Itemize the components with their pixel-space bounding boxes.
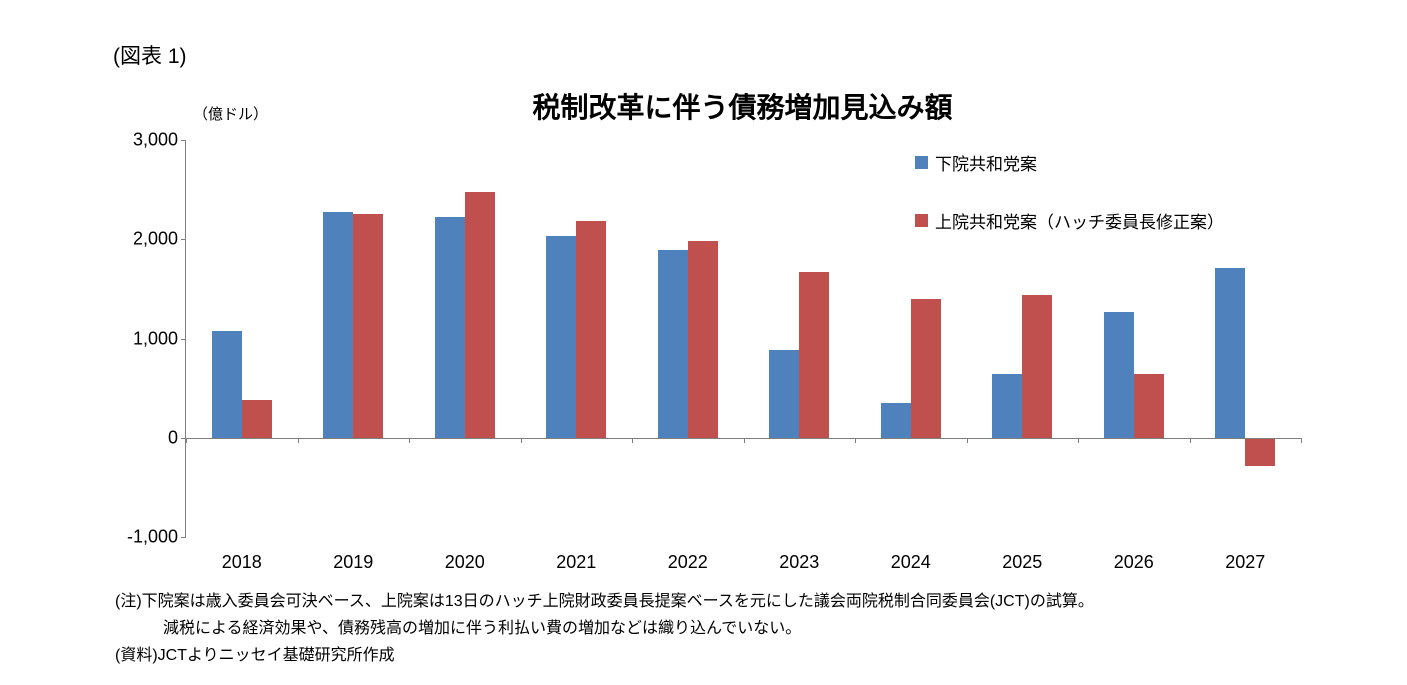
bar-series1-2020: [434, 217, 465, 438]
bar-series1-2023: [769, 350, 800, 438]
legend-swatch-icon: [915, 214, 928, 227]
x-axis-tick: [1301, 437, 1302, 443]
bar-series2-2025: [1022, 294, 1053, 438]
x-axis-tick: [520, 437, 522, 443]
x-axis-label-2026: 2026: [1113, 552, 1154, 572]
bar-series2-2018: [241, 400, 272, 438]
y-axis-label: -1,000: [126, 526, 178, 547]
y-axis-label: 1,000: [132, 328, 178, 348]
x-axis-label-2023: 2023: [779, 552, 820, 572]
x-axis-label-2018: 2018: [221, 552, 262, 572]
y-axis-unit-label: （億ドル）: [193, 106, 269, 123]
bar-series2-2020: [464, 191, 495, 438]
bar-series1-2024: [880, 403, 911, 438]
y-axis-tick: [181, 239, 186, 241]
chart-title: 税制改革に伴う債務増加見込み額: [532, 92, 953, 123]
x-axis-tick: [1189, 437, 1191, 443]
x-axis-tick: [966, 437, 968, 443]
bar-series2-2027: [1245, 437, 1276, 466]
y-axis-tick: [181, 437, 186, 439]
x-axis-label-2019: 2019: [333, 552, 374, 572]
bar-series2-2026: [1133, 374, 1164, 438]
x-axis-tick: [632, 437, 633, 443]
bar-series2-2022: [687, 241, 718, 438]
bar-series1-2027: [1215, 268, 1246, 438]
x-axis-tick: [743, 437, 745, 443]
bar-series2-2021: [576, 221, 607, 438]
bar-series2-2024: [910, 298, 941, 438]
bar-series2-2019: [353, 214, 384, 438]
figure-label: (図表 1): [113, 45, 187, 68]
x-axis-tick: [186, 437, 187, 443]
notes: (注)下院案は歳入委員会可決ベース、上院案は13日のハッチ上院財政委員長提案ベー…: [115, 588, 1094, 669]
bar-series1-2025: [992, 374, 1023, 438]
bar-series1-2026: [1103, 311, 1134, 438]
x-axis-label-2020: 2020: [444, 552, 485, 572]
bar-series2-2023: [799, 272, 830, 438]
plot-area: 3,000 2,000 1,000 0 -1,000 2018 2019 2020 2021 20…: [127, 130, 1302, 572]
legend-label: 下院共和党案: [935, 155, 1037, 174]
y-axis-tick: [181, 537, 186, 538]
bar-series1-2018: [211, 330, 242, 438]
x-axis-tick: [855, 437, 856, 443]
y-axis-tick: [181, 338, 186, 340]
legend-item-2: 上院共和党案（ハッチ委員長修正案）: [915, 208, 1224, 233]
legend-item-1: 下院共和党案: [915, 150, 1224, 175]
y-axis-label: 0: [167, 427, 178, 448]
x-axis-label-2021: 2021: [556, 552, 597, 572]
note-line-3: (資料)JCTよりニッセイ基礎研究所作成: [115, 647, 395, 664]
legend: 下院共和党案上院共和党案（ハッチ委員長修正案）: [915, 150, 1224, 233]
bar-series1-2019: [323, 212, 354, 438]
note-line-1: (注)下院案は歳入委員会可決ベース、上院案は13日のハッチ上院財政委員長提案ベー…: [115, 593, 1094, 610]
y-axis-label: 3,000: [132, 129, 178, 150]
x-axis-label-2024: 2024: [890, 552, 931, 572]
x-axis-label-2025: 2025: [1002, 552, 1043, 572]
y-axis-tick: [181, 140, 186, 141]
bar-series1-2021: [546, 236, 577, 438]
bar-series1-2022: [657, 250, 688, 438]
note-line-2: 減税による経済効果や、債務残高の増加に伴う利払い費の増加などは織り込んでいない。: [163, 620, 802, 637]
y-axis-label: 2,000: [132, 228, 178, 249]
legend-swatch-icon: [915, 156, 928, 169]
x-axis-tick: [409, 437, 410, 443]
legend-label: 上院共和党案（ハッチ委員長修正案）: [935, 213, 1224, 232]
x-axis-label-2022: 2022: [667, 552, 708, 572]
x-axis-tick: [1078, 437, 1079, 443]
x-axis-label-2027: 2027: [1225, 552, 1266, 572]
x-axis-tick: [297, 437, 299, 443]
